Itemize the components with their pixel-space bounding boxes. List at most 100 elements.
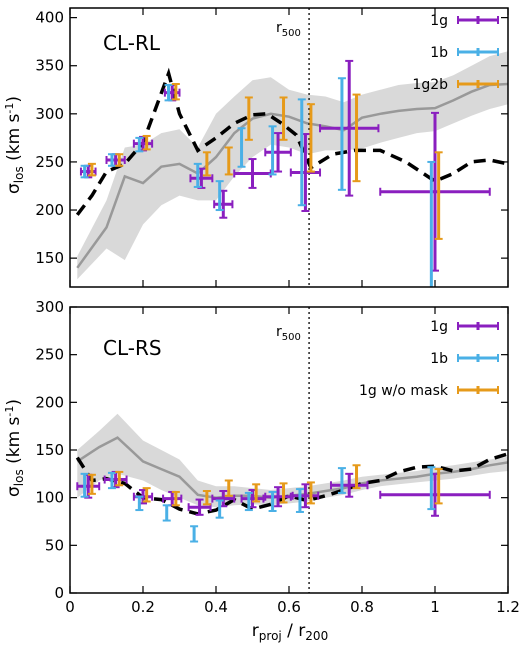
data-point (115, 470, 124, 487)
y-tick-label: 100 (35, 489, 64, 507)
x-axis-title: rproj / r200 (252, 621, 328, 643)
data-point (135, 495, 144, 512)
series-1b (80, 77, 436, 287)
median-line (76, 82, 509, 269)
data-points (79, 59, 491, 287)
y-tick-label: 200 (35, 393, 64, 411)
grey-line (76, 82, 509, 269)
y-tick-label: 250 (35, 346, 64, 364)
data-point (306, 481, 315, 505)
data-point (434, 468, 443, 505)
data-point (291, 483, 320, 509)
data-point (297, 98, 306, 207)
data-point (306, 103, 315, 173)
x-tick-label: 0.4 (204, 598, 228, 616)
data-point (295, 488, 304, 513)
legend-marker (457, 48, 499, 56)
data-point (187, 498, 212, 516)
legend-marker (457, 354, 499, 362)
data-point (268, 490, 277, 513)
data-point (244, 491, 253, 512)
legend-marker (457, 386, 499, 394)
data-point (193, 162, 202, 188)
data-point (107, 471, 116, 490)
data-point (319, 59, 380, 197)
data-point (215, 499, 224, 519)
legend-label-1g: 1g (430, 13, 448, 29)
legend: 1g 1b 1g2b (412, 13, 499, 93)
x-tick-label: 0 (65, 598, 75, 616)
data-point (215, 180, 224, 212)
data-point (224, 479, 233, 497)
x-tick-label: 1.2 (496, 598, 520, 616)
data-point (171, 490, 180, 507)
y-tick-label: 250 (35, 153, 64, 171)
data-point (244, 96, 253, 141)
data-point (379, 111, 491, 272)
x-tick-label: 0.2 (131, 598, 155, 616)
data-point (352, 464, 361, 490)
axes: 150 200 250 300 350 400 (35, 7, 509, 288)
data-point (268, 125, 277, 176)
data-point (264, 132, 292, 173)
data-point (135, 136, 144, 153)
legend-label-1b: 1b (430, 45, 448, 61)
data-point (279, 96, 288, 141)
data-point (87, 473, 96, 495)
grey-band (77, 51, 509, 280)
legend-marker (457, 80, 499, 88)
data-points (76, 464, 491, 543)
data-point (337, 77, 346, 191)
series-1g2b (87, 83, 443, 240)
data-point (289, 133, 322, 212)
axes: 0 50 100 150 200 250 300 0 0.2 0.4 0.6 0.8 1 1.2 (35, 298, 520, 616)
x-tick-label: 0.6 (277, 598, 301, 616)
y-axis-title: σlos (km s-1) (3, 96, 26, 194)
panel-label: CL-RS (103, 336, 162, 360)
data-point (237, 127, 246, 168)
legend: 1g 1b 1g w/o mask (359, 319, 499, 399)
y-tick-label: 200 (35, 201, 64, 219)
data-point (115, 153, 124, 167)
r500-label: r500 (276, 20, 301, 39)
x-tick-label: 0.8 (350, 598, 374, 616)
x-tick-label: 1 (430, 598, 440, 616)
legend-marker (457, 322, 499, 330)
data-point (427, 160, 436, 287)
data-point (107, 153, 116, 167)
panel-cl-rs: 0 50 100 150 200 250 300 0 0.2 0.4 0.6 0.8 1 1.2 CL-R… (3, 298, 520, 643)
data-point (190, 525, 199, 543)
y-tick-label: 150 (35, 441, 64, 459)
data-point (427, 466, 436, 511)
legend-label-1g-wo-mask: 1g w/o mask (359, 383, 449, 399)
panel-cl-rl: 150 200 250 300 350 400 CL-RL r500 1g 1b 1g2b… (3, 7, 509, 288)
y-tick-label: 300 (35, 105, 64, 123)
series-1g-w-o-mask (87, 464, 443, 507)
data-point (87, 162, 96, 177)
data-point (264, 486, 292, 508)
r500-label: r500 (276, 324, 301, 343)
data-point (80, 472, 89, 498)
data-point (142, 134, 151, 151)
data-point (211, 489, 236, 508)
data-point (80, 164, 89, 179)
legend-label-1g2b: 1g2b (412, 77, 448, 93)
data-point (162, 504, 171, 522)
data-point (352, 93, 361, 183)
y-tick-label: 300 (35, 298, 64, 316)
legend-label-1b: 1b (430, 351, 448, 367)
scatter-band (77, 51, 509, 280)
data-point (164, 83, 173, 102)
data-point (337, 467, 346, 494)
data-point (233, 158, 272, 189)
series-1b (80, 466, 436, 543)
data-point (434, 151, 443, 240)
panel-label: CL-RL (103, 31, 161, 55)
y-tick-label: 50 (45, 536, 64, 554)
data-point (202, 489, 211, 506)
y-tick-label: 400 (35, 9, 64, 27)
y-tick-label: 350 (35, 57, 64, 75)
data-point (202, 151, 211, 177)
data-point (252, 483, 261, 503)
